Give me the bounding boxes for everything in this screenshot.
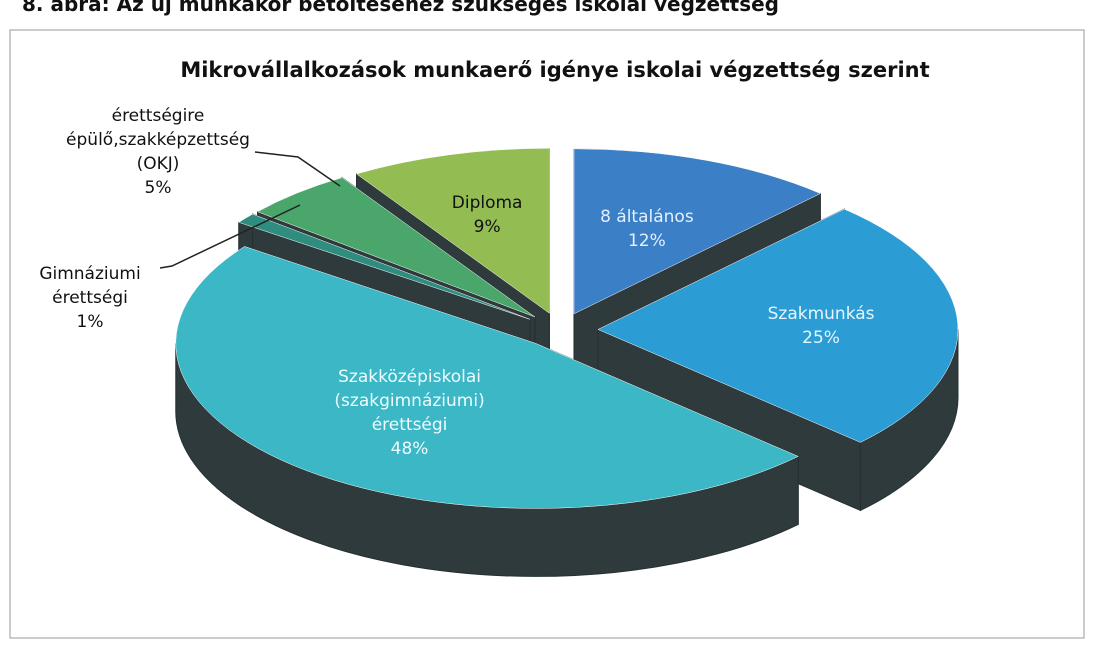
data-label: 8 általános 12% [567,205,727,253]
label-value: 25% [802,328,840,349]
pie [175,148,959,577]
label-category: Diploma [451,193,523,214]
data-label: Szakmunkás 25% [741,302,901,350]
slice [573,148,822,315]
data-label: Gimnáziumi érettségi 1% [15,262,165,334]
data-label: érettségire épülő,szakképzettség (OKJ) 5% [58,104,258,200]
label-value: 48% [390,439,429,460]
label-category: Szakközépiskolai (szakgimnáziumi) éretts… [334,367,485,436]
label-category: 8 általános [600,207,694,228]
leader-line [159,204,301,269]
label-value: 5% [144,178,172,198]
leader-line [254,151,341,187]
label-category: Szakmunkás [767,304,875,325]
data-label: Szakközépiskolai (szakgimnáziumi) éretts… [305,365,515,461]
chart-title: Mikrovállalkozások munkaerő igénye iskol… [180,58,930,82]
slice [238,213,531,320]
slice [256,177,536,318]
label-value: 12% [627,231,666,252]
label-value: 9% [473,217,501,238]
label-category: érettségire épülő,szakképzettség (OKJ) [66,106,250,174]
label-value: 1% [76,312,104,332]
slice [175,246,799,509]
data-label: Diploma 9% [427,191,547,239]
caption: 8. ábra: Az új munkakör betöltéséhez szü… [22,0,779,16]
slice [355,148,550,314]
label-category: Gimnáziumi érettségi [39,264,141,308]
slice [597,208,959,443]
